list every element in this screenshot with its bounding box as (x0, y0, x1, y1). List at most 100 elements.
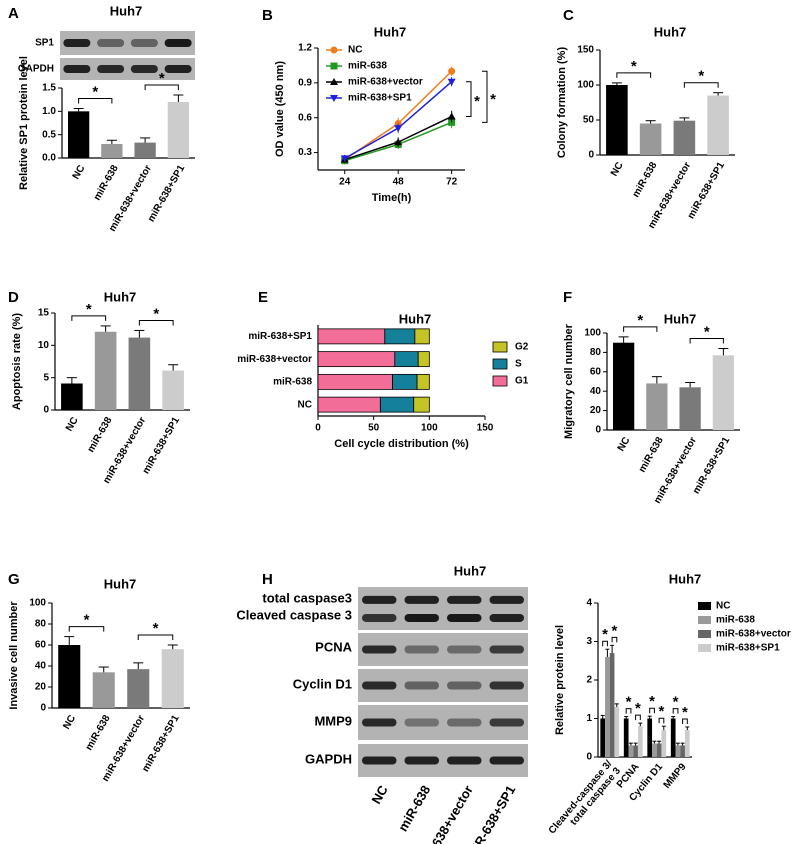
y-axis-label: Apoptosis rate (%) (11, 313, 23, 411)
y-tick-label: 1.0 (42, 106, 56, 117)
significance-bracket (78, 98, 113, 104)
blot-label: GAPDH (18, 64, 54, 75)
bar (600, 718, 606, 757)
x-tick-label: 150 (477, 423, 494, 434)
y-tick-label: 80 (590, 347, 602, 358)
significance-bracket (138, 319, 174, 326)
blot-band (447, 718, 482, 727)
bar (134, 142, 156, 158)
y-tick-label: 20 (590, 405, 602, 416)
x-tick-label: miR-638+SP1 (691, 435, 733, 496)
blot-band (362, 613, 397, 622)
blot-band (362, 595, 397, 604)
bar (670, 718, 676, 757)
bar-segment (417, 351, 430, 368)
blot-band (362, 681, 397, 690)
y-tick-label: 40 (590, 386, 602, 397)
x-tick-label: NC (616, 435, 633, 453)
panel-letter: B (262, 7, 273, 24)
marker (447, 78, 456, 86)
bar (61, 383, 83, 410)
x-tick-label: 72 (446, 177, 458, 188)
y-axis-label: Relative SP1 protein level (18, 56, 30, 190)
significance-label: * (649, 693, 655, 710)
y-tick-label: 20 (35, 682, 47, 693)
y-tick-label: 10 (38, 340, 50, 351)
x-tick-label: miR-638 (84, 713, 113, 753)
y-tick-label: 0.0 (42, 153, 56, 164)
bar (67, 111, 90, 158)
marker (330, 46, 338, 54)
bar-segment (317, 328, 386, 345)
x-tick-label: miR-638+SP1 (146, 163, 188, 224)
y-tick-label: 4 (586, 598, 592, 609)
chart-title: Huh7 (374, 24, 407, 39)
bar-segment (413, 396, 430, 413)
y-tick-label: 1 (586, 713, 592, 724)
blot-band (63, 65, 91, 73)
bar (614, 706, 620, 757)
significance-bracket (623, 326, 658, 332)
bar (633, 745, 638, 757)
blot-band (164, 39, 192, 47)
y-tick-label: 2 (586, 675, 592, 686)
y-tick-label: 3 (586, 636, 592, 647)
marker (330, 95, 338, 102)
y-axis-label: OD value (450 nm) (274, 61, 286, 157)
x-tick-label: miR-638 (92, 163, 121, 203)
y-tick-label: 0.9 (298, 77, 312, 88)
y-tick-label: 1.2 (298, 43, 312, 54)
blot-band (164, 65, 192, 73)
bar (680, 745, 685, 757)
y-tick-label: 100 (584, 328, 601, 339)
bar (673, 120, 696, 155)
blot-band (404, 756, 439, 765)
panel-letter: F (563, 289, 572, 306)
x-tick-label: MMP9 (662, 761, 689, 791)
bar (675, 745, 681, 757)
chart-title: Huh7 (664, 311, 697, 326)
significance-label: * (673, 694, 679, 711)
blot-band (404, 645, 439, 654)
chart-title: Huh7 (104, 576, 137, 591)
panel-letter: E (258, 289, 268, 306)
bar (647, 718, 653, 757)
blot-band (447, 595, 482, 604)
lane-label: miR-638 (395, 783, 433, 834)
x-tick-label: 24 (339, 177, 351, 188)
bar (128, 337, 151, 410)
blot-title: Huh7 (454, 563, 487, 578)
blot-label: GAPDH (305, 751, 352, 766)
marker (340, 155, 349, 163)
x-tick-label: 0 (315, 423, 321, 434)
x-tick-label: miR-638 (637, 435, 666, 475)
chart-title: Huh7 (110, 3, 143, 18)
bar (623, 718, 629, 757)
y-tick-label: 0 (43, 405, 49, 416)
bar (707, 95, 729, 155)
bar (684, 730, 690, 757)
bar (637, 726, 643, 757)
legend-label: G1 (515, 376, 529, 387)
bar (712, 355, 735, 430)
x-tick-label: miR-638+SP1 (686, 160, 728, 221)
y-tick-label: NC (298, 399, 312, 410)
legend-swatch (698, 602, 711, 610)
bar (628, 745, 634, 757)
panel-letter: C (563, 7, 574, 24)
blot-band (489, 756, 524, 765)
y-axis-label: Colony formation (%) (556, 47, 568, 159)
blot-band (404, 595, 439, 604)
significance-label: * (159, 70, 165, 87)
legend-label: NC (348, 45, 362, 56)
y-axis-label: Relative protein level (554, 625, 566, 735)
significance-label: * (704, 323, 710, 340)
y-axis-label: Invasive cell number (8, 601, 20, 710)
bar (58, 645, 81, 708)
bar-segment (317, 396, 381, 413)
blot-band (447, 681, 482, 690)
y-tick-label: 50 (583, 115, 595, 126)
y-tick-label: miR-638+vector (237, 354, 312, 365)
blot-band (404, 681, 439, 690)
legend-label: S (515, 359, 522, 370)
